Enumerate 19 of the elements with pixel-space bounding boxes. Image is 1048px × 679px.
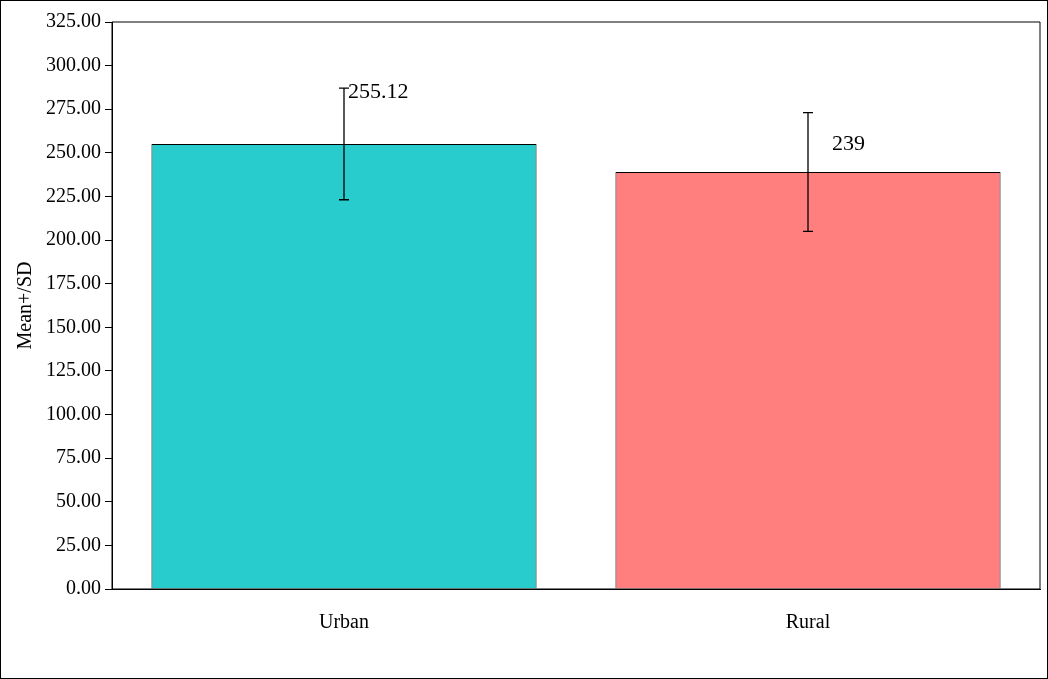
y-tick-label: 250.00 bbox=[46, 140, 101, 163]
y-tick-label: 75.00 bbox=[56, 445, 101, 468]
y-tick-label: 225.00 bbox=[46, 183, 101, 206]
y-tick-label: 50.00 bbox=[56, 489, 101, 512]
y-tick-label: 125.00 bbox=[46, 358, 101, 381]
y-tick-label: 325.00 bbox=[46, 9, 101, 32]
y-tick-label: 150.00 bbox=[46, 314, 101, 337]
y-tick-label: 0.00 bbox=[66, 576, 101, 599]
x-tick-label: Rural bbox=[785, 610, 831, 633]
data-label: 255.12 bbox=[348, 77, 409, 103]
y-tick-label: 275.00 bbox=[46, 96, 101, 119]
y-tick-label: 175.00 bbox=[46, 270, 101, 293]
x-tick-label: Urban bbox=[319, 610, 369, 633]
y-axis-title: Mean+/SD bbox=[13, 261, 36, 350]
y-tick-label: 200.00 bbox=[46, 227, 101, 250]
data-label: 239 bbox=[832, 129, 865, 155]
y-tick-label: 100.00 bbox=[46, 401, 101, 424]
y-tick-label: 25.00 bbox=[56, 532, 101, 555]
y-tick-label: 300.00 bbox=[46, 52, 101, 75]
